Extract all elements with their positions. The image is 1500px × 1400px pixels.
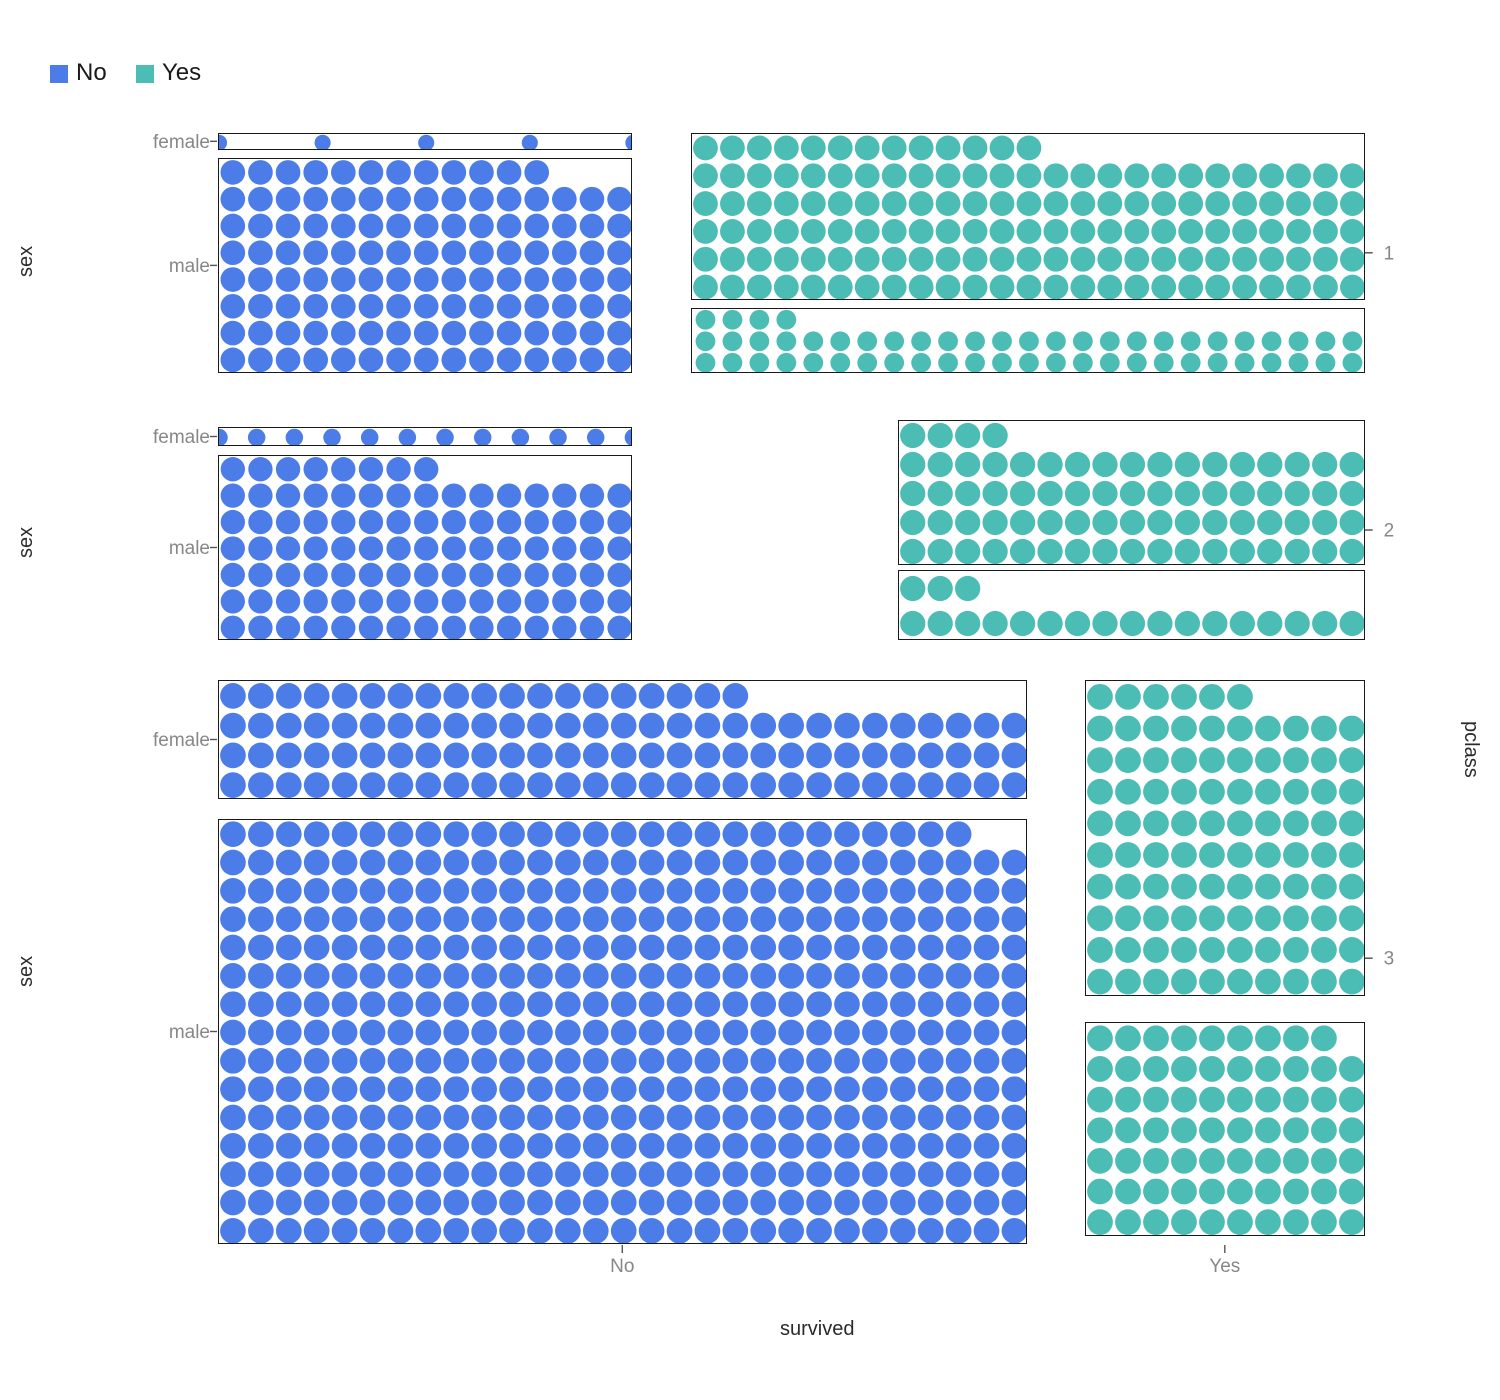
svg-text:survived: survived (780, 1318, 854, 1340)
svg-text:2: 2 (1384, 521, 1395, 542)
svg-text:3: 3 (1384, 949, 1395, 970)
svg-text:female: female (153, 730, 210, 751)
svg-text:male: male (169, 538, 210, 559)
svg-text:1: 1 (1384, 243, 1395, 264)
svg-text:sex: sex (15, 956, 37, 987)
svg-text:pclass: pclass (1460, 721, 1482, 778)
svg-text:female: female (153, 427, 210, 448)
svg-text:male: male (169, 1022, 210, 1043)
svg-text:Yes: Yes (162, 59, 201, 86)
svg-text:No: No (76, 59, 107, 86)
svg-text:sex: sex (15, 527, 37, 558)
svg-text:female: female (153, 132, 210, 153)
svg-text:sex: sex (15, 246, 37, 277)
svg-text:No: No (610, 1256, 634, 1277)
svg-text:Yes: Yes (1209, 1256, 1240, 1277)
svg-text:male: male (169, 256, 210, 277)
